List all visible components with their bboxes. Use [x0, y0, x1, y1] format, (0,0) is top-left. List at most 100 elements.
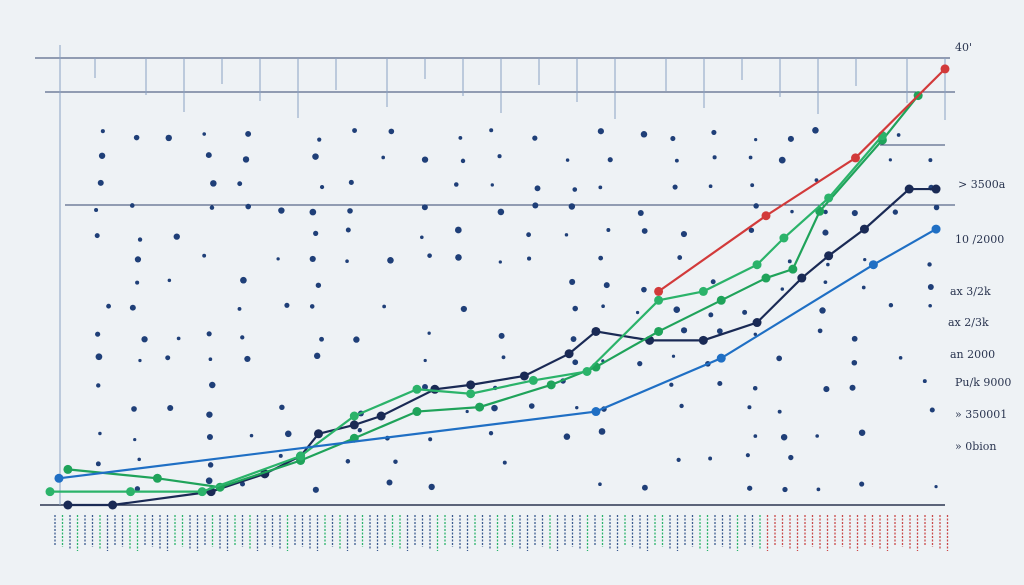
deco-dot	[819, 307, 826, 314]
deco-dot	[202, 253, 207, 258]
series-point	[63, 500, 73, 510]
deco-dot	[888, 302, 894, 308]
deco-dot	[563, 433, 571, 440]
deco-dot	[748, 155, 753, 160]
deco-dot	[635, 310, 640, 315]
deco-dot	[313, 230, 319, 236]
series-point	[412, 384, 422, 394]
deco-dot	[242, 156, 250, 163]
deco-dot	[141, 336, 148, 343]
deco-dot	[167, 278, 172, 283]
deco-dot	[747, 485, 753, 491]
deco-dot	[669, 382, 674, 387]
annotation: 10 /2000	[955, 233, 1004, 246]
series-point	[126, 487, 136, 497]
deco-dot	[572, 187, 578, 192]
deco-dot	[849, 384, 856, 391]
series-point	[314, 429, 323, 439]
deco-dot	[776, 355, 783, 362]
deco-dot	[312, 486, 319, 493]
deco-dot	[209, 205, 215, 210]
deco-dot	[812, 127, 819, 134]
deco-dot	[814, 178, 819, 183]
deco-dot	[135, 280, 140, 285]
deco-dot	[526, 232, 531, 238]
deco-dot	[393, 459, 398, 464]
deco-dot	[206, 411, 213, 418]
annotation: an 2000	[950, 348, 995, 361]
deco-dot	[97, 179, 104, 186]
deco-dot	[788, 454, 794, 461]
deco-dot	[129, 304, 136, 311]
annotation: ax 3/2k	[950, 285, 991, 298]
deco-dot	[501, 355, 506, 360]
deco-dot	[742, 309, 748, 315]
deco-dot	[96, 383, 101, 388]
deco-dot	[245, 203, 252, 210]
deco-dot	[284, 430, 292, 438]
deco-dot	[716, 328, 723, 335]
deco-dot	[165, 134, 172, 142]
deco-dot	[345, 459, 351, 464]
deco-dot	[712, 155, 717, 160]
deco-dot	[205, 477, 213, 485]
series-point	[63, 464, 73, 474]
deco-dot	[244, 355, 251, 363]
deco-dot	[637, 210, 644, 216]
series-point	[940, 64, 950, 74]
deco-dot	[708, 312, 714, 318]
series-point	[761, 273, 771, 283]
deco-dot	[532, 202, 539, 209]
series-point	[698, 286, 708, 296]
deco-dot	[319, 184, 325, 190]
annotation: » 350001	[955, 408, 1007, 421]
series-point	[779, 233, 789, 243]
deco-dot	[134, 256, 142, 263]
deco-dot	[570, 336, 577, 342]
deco-dot	[95, 331, 101, 337]
deco-dot	[677, 255, 683, 260]
deco-dot	[319, 336, 324, 342]
series-point	[797, 273, 807, 283]
deco-dot	[460, 305, 467, 313]
deco-dot	[490, 183, 494, 187]
deco-dot	[817, 328, 823, 334]
deco-dot	[309, 255, 316, 262]
deco-dot	[851, 209, 858, 217]
series-point	[197, 487, 207, 497]
series-point	[761, 211, 771, 221]
series-point	[466, 380, 476, 390]
deco-dot	[165, 355, 171, 361]
deco-dot	[357, 428, 362, 433]
deco-dot	[670, 136, 676, 142]
series-point	[931, 184, 941, 194]
deco-dot	[489, 128, 494, 133]
deco-dot	[133, 134, 140, 141]
annotation: > 3500a	[958, 178, 1006, 191]
deco-dot	[934, 485, 938, 489]
deco-dot	[106, 303, 111, 309]
series-point	[430, 384, 440, 394]
deco-dot	[134, 486, 141, 492]
deco-dot	[138, 358, 142, 363]
deco-dot	[708, 184, 713, 189]
series-point	[859, 224, 869, 234]
deco-dot	[388, 128, 395, 135]
deco-dot	[607, 157, 613, 163]
deco-dot	[209, 381, 216, 389]
series-point	[868, 260, 878, 270]
deco-dot	[752, 385, 758, 391]
deco-dot	[787, 135, 794, 142]
deco-dot	[708, 456, 713, 461]
series-point	[475, 402, 485, 412]
deco-dot	[851, 359, 858, 366]
series-point	[349, 420, 359, 430]
deco-dot	[753, 332, 758, 337]
series-point	[108, 500, 118, 510]
deco-dot	[790, 209, 794, 214]
deco-dot	[823, 280, 828, 285]
deco-dot	[534, 185, 541, 192]
deco-dot	[671, 354, 676, 358]
annotation: Pu/k 9000	[955, 376, 1011, 389]
